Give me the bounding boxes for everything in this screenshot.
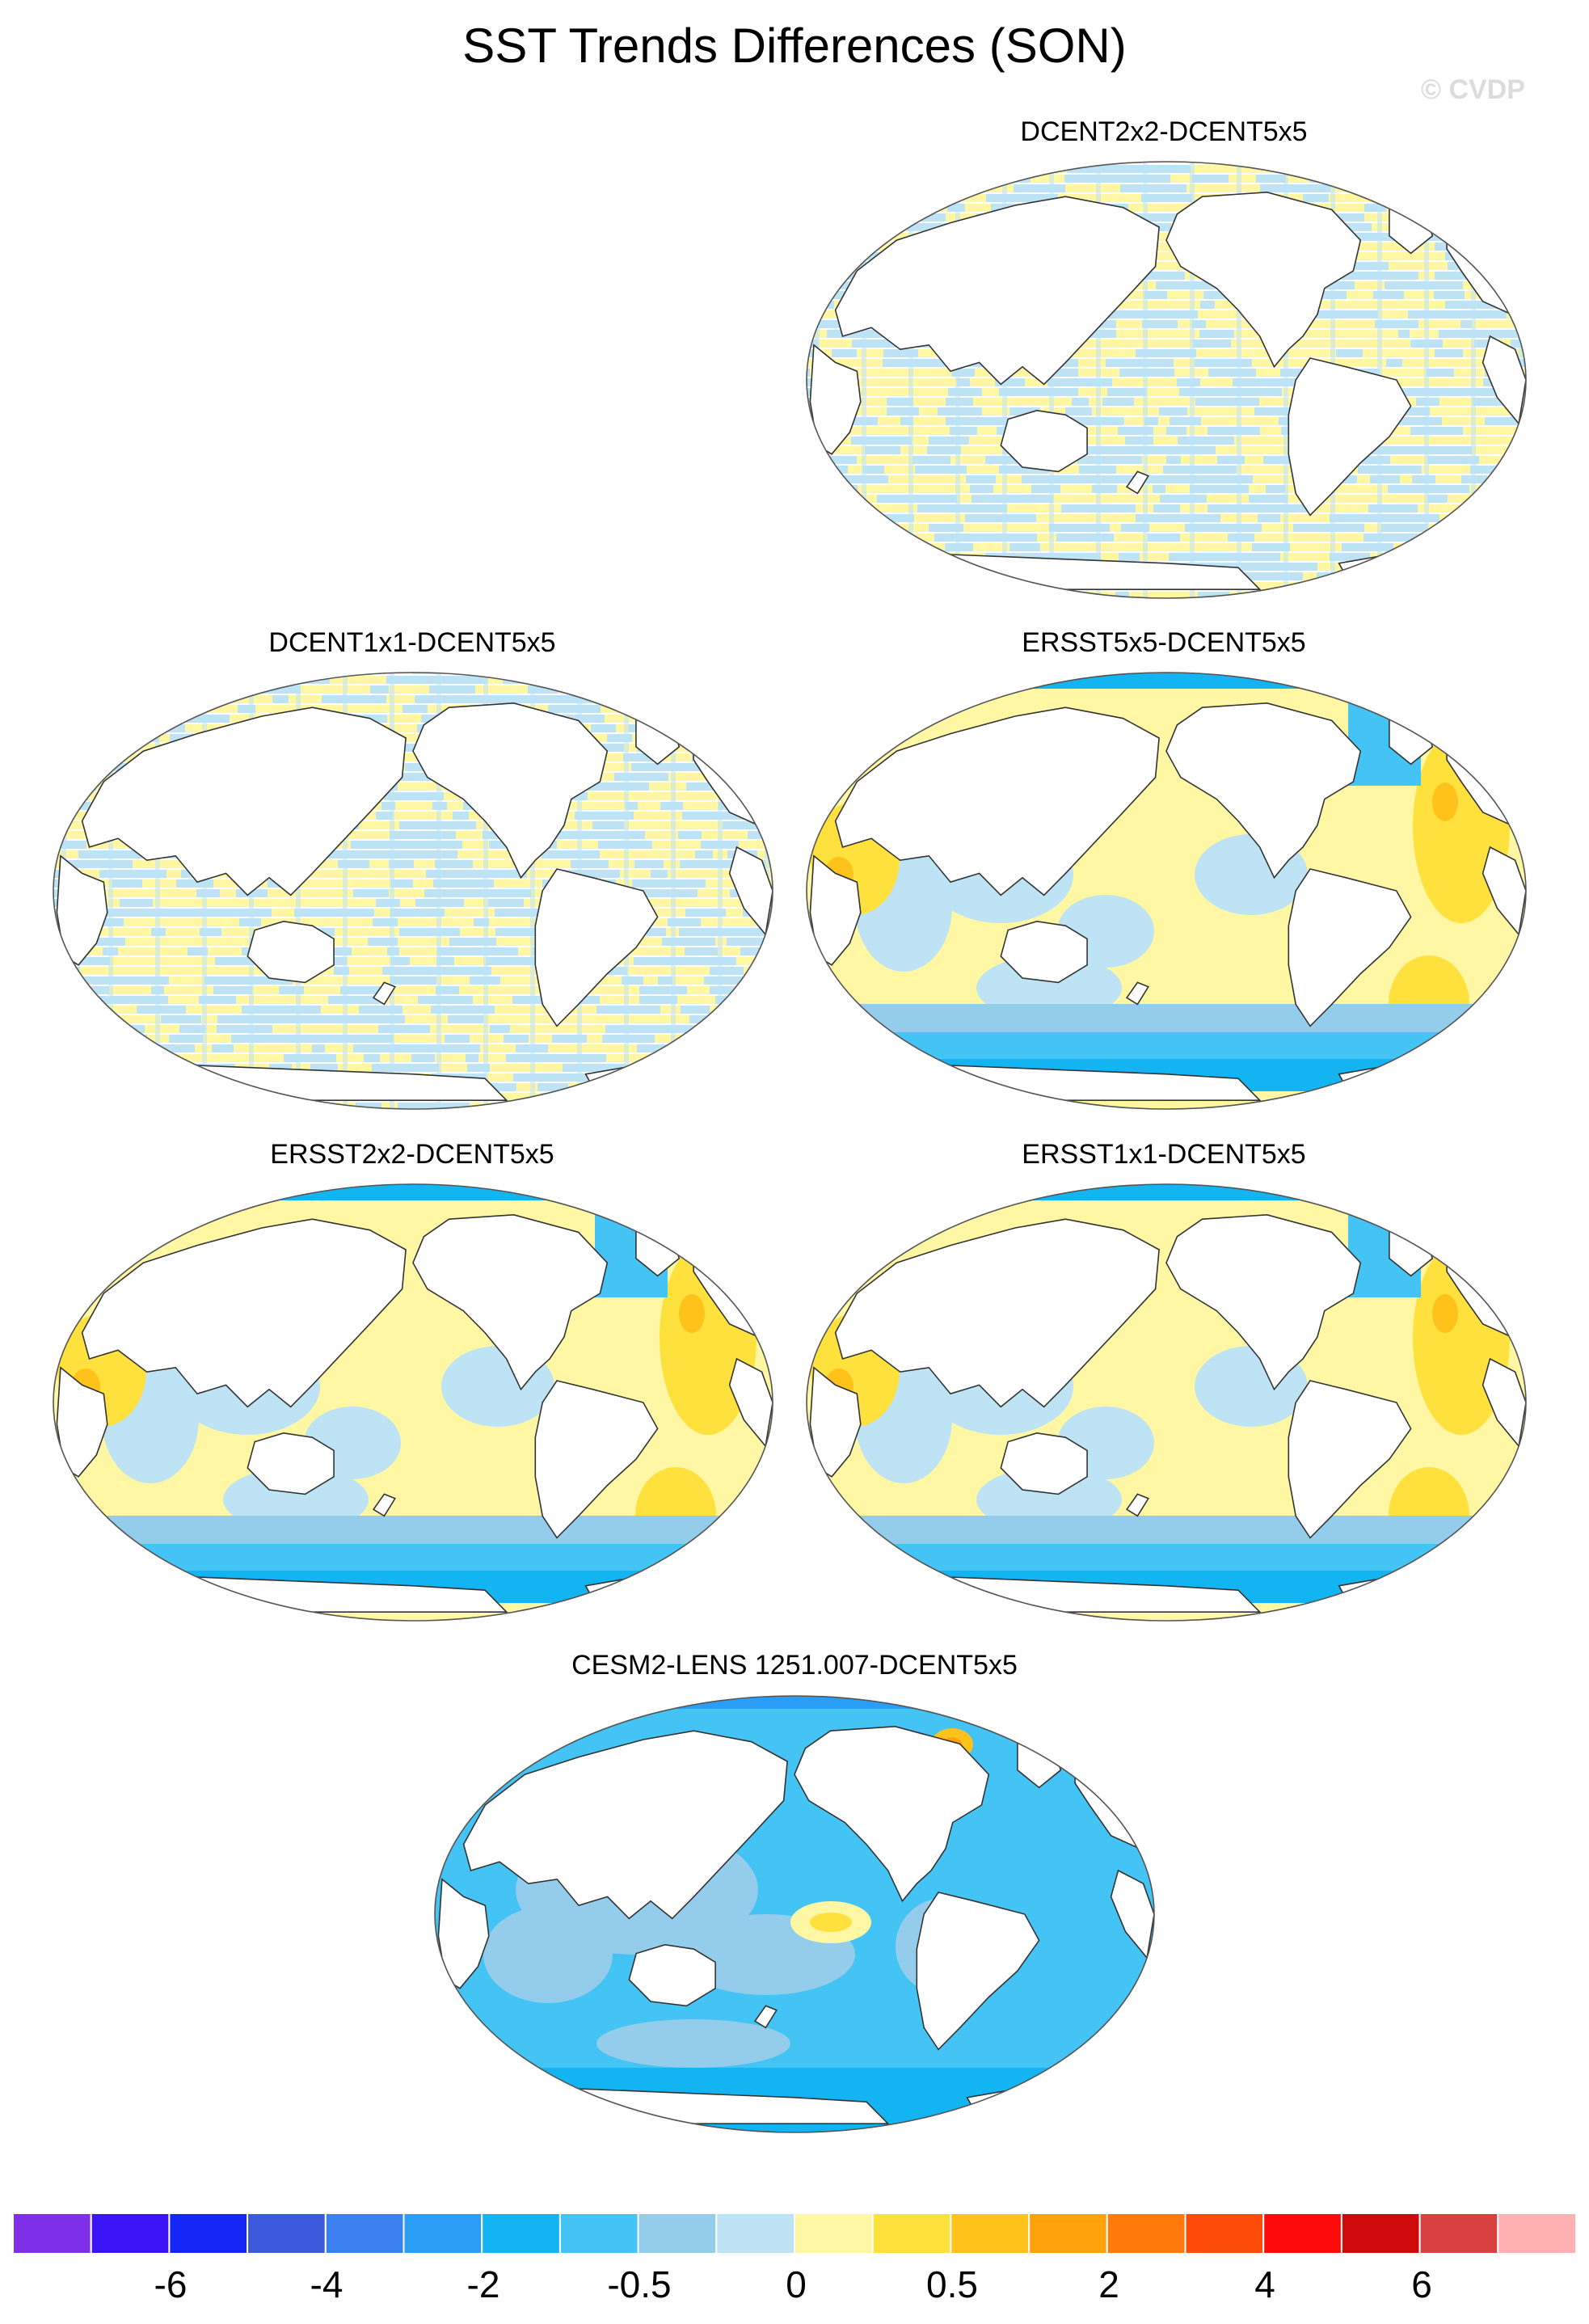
land-australia <box>247 1432 335 1495</box>
land-south-america <box>1288 357 1412 517</box>
land-eurasia <box>834 196 1160 386</box>
colorbar-swatch <box>90 2213 171 2254</box>
sst-field <box>807 673 1526 1109</box>
colorbar-tick-label: 2 <box>1098 2263 1119 2305</box>
sst-field <box>807 1184 1526 1621</box>
colorbar-swatch <box>168 2213 249 2254</box>
colorbar-tick-label: 0 <box>786 2263 807 2305</box>
panel-title-ersst5x5: ERSST5x5-DCENT5x5 <box>1022 627 1306 658</box>
colorbar-swatch <box>1418 2213 1499 2254</box>
land-australia <box>247 920 335 984</box>
land-mass <box>1125 470 1149 495</box>
panel-title-dcent1x1: DCENT1x1-DCENT5x5 <box>268 627 556 658</box>
map-border <box>806 1183 1527 1622</box>
land-australia <box>1000 409 1088 473</box>
panel-title-ersst1x1: ERSST1x1-DCENT5x5 <box>1022 1139 1306 1170</box>
land-mass <box>1125 1493 1149 1517</box>
colorbar-tick-label: -2 <box>466 2263 500 2305</box>
land-south-america <box>534 1380 659 1539</box>
land-south-america <box>534 868 659 1027</box>
colorbar-swatch <box>1262 2213 1342 2254</box>
land-mass <box>56 854 108 966</box>
map-border <box>806 672 1527 1110</box>
land-australia <box>1000 920 1088 984</box>
colorbar-swatch <box>558 2213 639 2254</box>
land-eurasia <box>834 1218 1160 1408</box>
map-border <box>434 1695 1155 2133</box>
land-north-america <box>794 1725 990 1903</box>
land-mass <box>809 1366 862 1478</box>
map-panel-ersst5x5 <box>806 672 1527 1110</box>
colorbar-swatch <box>403 2213 483 2254</box>
colorbar-swatch <box>13 2213 92 2254</box>
map-panel-ersst1x1 <box>806 1183 1527 1622</box>
land-mass <box>809 854 862 966</box>
colorbar-swatch <box>1028 2213 1108 2254</box>
land-north-america <box>1165 191 1362 369</box>
colorbar <box>13 2213 1576 2254</box>
sst-field <box>53 1184 773 1621</box>
land-north-america <box>412 1213 609 1391</box>
colorbar-tick-label: -0.5 <box>607 2263 672 2305</box>
land-mass <box>372 1493 396 1517</box>
land-australia <box>1000 1432 1088 1495</box>
land-eurasia <box>834 706 1160 896</box>
land-mass <box>693 723 766 827</box>
map-panel-dcent2x2 <box>806 161 1527 599</box>
panel-title-cesm2-lens: CESM2-LENS 1251.007-DCENT5x5 <box>571 1650 1018 1681</box>
map-panel-ersst2x2 <box>53 1183 773 1622</box>
land-mass <box>753 2005 778 2029</box>
land-mass <box>809 344 862 455</box>
land-australia <box>628 1943 716 2007</box>
colorbar-swatch <box>1340 2213 1421 2254</box>
map-panel-cesm2-lens <box>434 1695 1155 2133</box>
land-north-america <box>1165 1213 1362 1391</box>
map-border <box>806 161 1527 599</box>
colorbar-swatch <box>247 2213 327 2254</box>
land-south-america <box>1288 868 1412 1027</box>
colorbar-swatch <box>637 2213 718 2254</box>
land-mass <box>372 981 396 1006</box>
sst-field <box>435 1696 1154 2132</box>
land-mass <box>1446 213 1519 316</box>
colorbar-swatch <box>481 2213 561 2254</box>
land-eurasia <box>81 706 407 896</box>
panel-title-dcent2x2: DCENT2x2-DCENT5x5 <box>1020 116 1308 147</box>
colorbar-tick-label: 4 <box>1254 2263 1275 2305</box>
colorbar-tick-label: 6 <box>1411 2263 1432 2305</box>
land-eurasia <box>81 1218 407 1408</box>
colorbar-tick-label: 0.5 <box>926 2263 978 2305</box>
colorbar-swatch <box>871 2213 952 2254</box>
colorbar-swatch <box>950 2213 1031 2254</box>
colorbar-swatch <box>1106 2213 1186 2254</box>
land-south-america <box>916 1892 1040 2051</box>
figure-title: SST Trends Differences (SON) <box>462 19 1127 73</box>
colorbar-swatch <box>324 2213 405 2254</box>
colorbar-tick-label: -4 <box>310 2263 344 2305</box>
colorbar-tick-label: -6 <box>154 2263 188 2305</box>
land-mass <box>437 1878 490 1989</box>
colorbar-swatch <box>1497 2213 1576 2254</box>
land-south-america <box>1288 1380 1412 1539</box>
colorbar-swatch <box>715 2213 795 2254</box>
land-mass <box>1125 981 1149 1006</box>
colorbar-swatch <box>1184 2213 1265 2254</box>
land-mass <box>56 1366 108 1478</box>
land-eurasia <box>462 1730 788 1920</box>
map-border <box>53 672 773 1110</box>
map-border <box>53 1183 773 1622</box>
watermark: © CVDP <box>1421 74 1525 105</box>
map-panel-dcent1x1 <box>53 672 773 1110</box>
land-north-america <box>412 702 609 879</box>
land-north-america <box>1165 702 1362 879</box>
panel-title-ersst2x2: ERSST2x2-DCENT5x5 <box>270 1139 554 1170</box>
colorbar-swatch <box>794 2213 874 2254</box>
